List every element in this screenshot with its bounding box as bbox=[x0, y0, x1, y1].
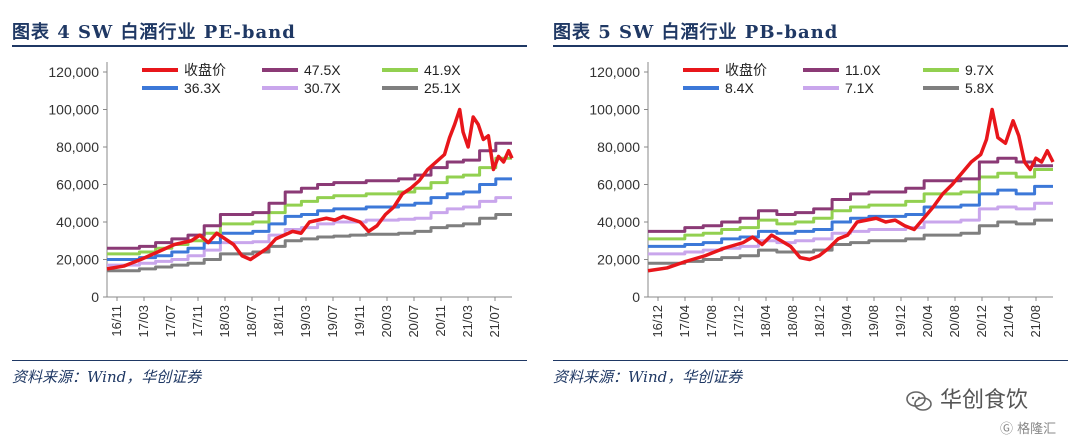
legend-label: 收盘价 bbox=[184, 62, 226, 78]
series-line-11.0X bbox=[648, 156, 1053, 233]
y-tick-label: 80,000 bbox=[56, 139, 99, 155]
x-tick-label: 18/12 bbox=[812, 305, 827, 338]
legend-label: 5.8X bbox=[965, 80, 994, 96]
x-tick-label: 17/12 bbox=[731, 305, 746, 338]
brand-watermark: 华创食饮 bbox=[905, 382, 1028, 414]
x-tick-label: 19/04 bbox=[839, 305, 854, 338]
series-line-8.4X bbox=[648, 184, 1053, 248]
x-tick-label: 17/07 bbox=[163, 305, 178, 338]
x-tick-label: 20/04 bbox=[920, 305, 935, 338]
y-tick-label: 0 bbox=[632, 289, 640, 305]
x-tick-label: 18/07 bbox=[244, 305, 259, 338]
legend-label: 41.9X bbox=[424, 62, 461, 78]
y-tick-label: 120,000 bbox=[589, 64, 640, 80]
x-tick-label: 20/03 bbox=[379, 305, 394, 338]
brand-name: 华创食饮 bbox=[940, 388, 1029, 413]
chart-panel-pe: 图表 4 SW 白酒行业 PE-band 0 20,000 40,000 60,000… bbox=[12, 0, 532, 400]
y-tick-label: 60,000 bbox=[56, 177, 99, 193]
series-line-9.7X bbox=[648, 168, 1053, 241]
site-name: 格隆汇 bbox=[1017, 422, 1057, 437]
y-tick-label: 120,000 bbox=[48, 64, 99, 80]
legend-label: 收盘价 bbox=[725, 62, 767, 78]
pe-band-chart: 0 20,000 40,000 60,000 80,000 100,000 120,000 1… bbox=[48, 62, 514, 338]
y-tick-label: 40,000 bbox=[56, 214, 99, 230]
legend-label: 8.4X bbox=[725, 80, 754, 96]
x-tick-label: 20/12 bbox=[974, 305, 989, 338]
y-tick-label: 100,000 bbox=[48, 102, 99, 118]
y-tick-label: 20,000 bbox=[597, 252, 640, 268]
x-tick-label: 17/11 bbox=[190, 305, 205, 337]
x-tick-label: 17/03 bbox=[136, 305, 151, 338]
chart-title: 图表 4 SW 白酒行业 PE-band bbox=[12, 22, 296, 43]
x-tick-label: 20/11 bbox=[433, 305, 448, 337]
x-tick-label: 18/11 bbox=[271, 305, 286, 337]
y-tick-label: 20,000 bbox=[56, 252, 99, 268]
wechat-icon bbox=[906, 391, 932, 411]
x-tick-label: 18/08 bbox=[785, 305, 800, 338]
source-divider bbox=[553, 360, 1068, 361]
x-tick-label: 20/07 bbox=[406, 305, 421, 338]
x-tick-label: 21/04 bbox=[1001, 305, 1016, 338]
x-tick-label: 21/03 bbox=[460, 305, 475, 338]
series-line-25.1X bbox=[107, 213, 512, 273]
legend-label: 30.7X bbox=[304, 80, 341, 96]
pb-band-chart: 0 20,000 40,000 60,000 80,000 100,000 120,000 1… bbox=[589, 62, 1055, 338]
y-tick-label: 60,000 bbox=[597, 177, 640, 193]
x-tick-label: 16/12 bbox=[650, 305, 665, 338]
legend-label: 9.7X bbox=[965, 62, 994, 78]
x-tick-label: 19/03 bbox=[298, 305, 313, 338]
x-tick-label: 19/07 bbox=[325, 305, 340, 338]
source-note: 资料来源：Wind，华创证券 bbox=[12, 368, 202, 386]
legend-label: 7.1X bbox=[845, 80, 874, 96]
x-tick-label: 19/12 bbox=[893, 305, 908, 338]
series-line-close bbox=[647, 107, 1055, 273]
site-watermark: Ⓖ 格隆汇 bbox=[1000, 418, 1056, 437]
legend-label: 11.0X bbox=[845, 62, 881, 78]
series-line-5.8X bbox=[648, 218, 1053, 265]
x-tick-label: 17/04 bbox=[677, 305, 692, 338]
series-line-30.7X bbox=[107, 196, 512, 267]
chart-panel-pb: 图表 5 SW 白酒行业 PB-band 0 20,000 40,000 60,000… bbox=[553, 0, 1073, 400]
title-divider bbox=[553, 45, 1068, 47]
y-tick-label: 100,000 bbox=[589, 102, 640, 118]
site-logo-icon: Ⓖ bbox=[1000, 422, 1014, 437]
x-tick-label: 16/11 bbox=[109, 305, 124, 337]
series-line-47.5X bbox=[107, 141, 512, 250]
legend-label: 47.5X bbox=[304, 62, 341, 78]
legend-label: 25.1X bbox=[424, 80, 461, 96]
series-line-close bbox=[106, 107, 514, 271]
x-tick-label: 19/08 bbox=[866, 305, 881, 338]
source-note: 资料来源：Wind，华创证券 bbox=[553, 368, 743, 386]
y-tick-label: 40,000 bbox=[597, 214, 640, 230]
y-tick-label: 80,000 bbox=[597, 139, 640, 155]
y-tick-label: 0 bbox=[91, 289, 99, 305]
x-tick-label: 17/08 bbox=[704, 305, 719, 338]
x-tick-label: 18/04 bbox=[758, 305, 773, 338]
x-tick-label: 21/08 bbox=[1028, 305, 1043, 338]
legend-label: 36.3X bbox=[184, 80, 221, 96]
x-tick-label: 20/08 bbox=[947, 305, 962, 338]
x-tick-label: 21/07 bbox=[487, 305, 502, 338]
series-line-36.3X bbox=[107, 177, 512, 261]
x-tick-label: 19/11 bbox=[352, 305, 367, 337]
chart-title: 图表 5 SW 白酒行业 PB-band bbox=[553, 22, 839, 43]
x-tick-label: 18/03 bbox=[217, 305, 232, 338]
title-divider bbox=[12, 45, 527, 47]
source-divider bbox=[12, 360, 527, 361]
